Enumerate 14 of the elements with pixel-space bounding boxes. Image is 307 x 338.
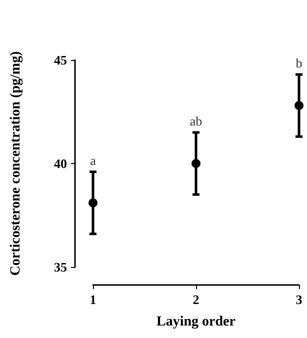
annotation: ab [190, 113, 202, 128]
y-tick-label: 45 [54, 52, 68, 68]
x-tick-label: 2 [192, 292, 200, 307]
x-tick-label: 3 [296, 292, 303, 307]
point [88, 198, 98, 208]
annotation: a [90, 152, 96, 168]
y-axis-title: Corticosterone concentration (pg/mg) [8, 50, 24, 276]
point [294, 101, 304, 110]
x-tick-label: 1 [90, 292, 96, 307]
point [192, 159, 200, 168]
x-axis-title: Laying order [156, 314, 236, 330]
y-tick-label: 40 [54, 156, 67, 171]
y-tick-label: 35 [54, 260, 68, 274]
annotation: b [296, 55, 302, 70]
